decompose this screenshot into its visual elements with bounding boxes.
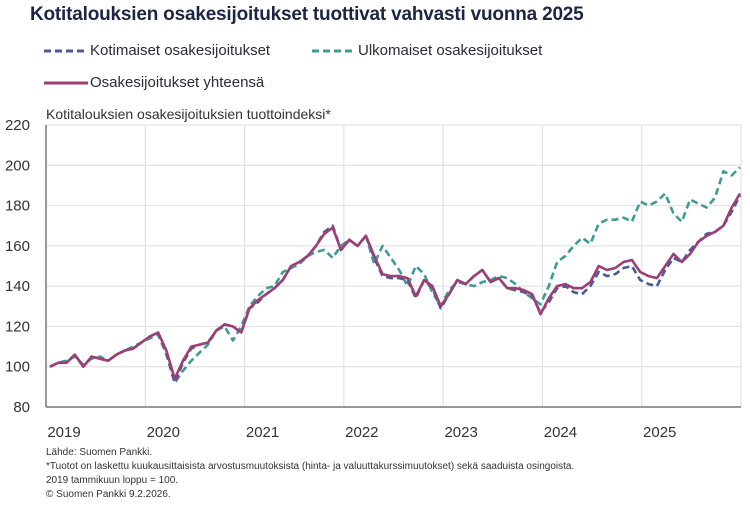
y-tick-label: 200 <box>5 157 30 174</box>
dashed-line-swatch-icon <box>44 49 88 52</box>
series-line-ulkomaiset-osakesijoitukset <box>49 166 741 385</box>
y-tick-label: 160 <box>5 238 30 255</box>
x-tick-label: 2023 <box>444 424 477 441</box>
dashed-line-swatch-icon <box>312 49 356 52</box>
copyright-note: © Suomen Pankki 9.2.2026. <box>46 489 171 500</box>
series-line-kotimaiset-osakesijoitukset <box>49 194 742 385</box>
y-axis-title: Kotitalouksien osakesijoituksien tuottoi… <box>46 106 331 122</box>
x-tick-label: 2022 <box>345 424 378 441</box>
y-tick-label: 80 <box>13 399 30 416</box>
y-tick-label: 120 <box>5 318 30 335</box>
legend-item-foreign: Ulkomaiset osakesijoitukset <box>312 42 542 59</box>
x-tick-label: 2025 <box>643 424 676 441</box>
legend-item-total: Osakesijoitukset yhteensä <box>44 74 264 91</box>
x-tick-label: 2024 <box>544 424 577 441</box>
chart-title: Kotitalouksien osakesijoitukset tuottiva… <box>30 4 584 25</box>
y-tick-label: 220 <box>5 117 30 134</box>
source-note: Lähde: Suomen Pankki. <box>46 447 153 458</box>
series-line-osakesijoitukset-yhteensä <box>49 192 742 381</box>
chart-notes: Lähde: Suomen Pankki. *Tuotot on laskett… <box>46 446 574 502</box>
y-tick-label: 180 <box>5 198 30 215</box>
y-tick-label: 100 <box>5 359 30 376</box>
legend-label: Osakesijoitukset yhteensä <box>90 74 265 91</box>
legend-label: Kotimaiset osakesijoitukset <box>90 42 271 59</box>
x-tick-label: 2019 <box>47 424 80 441</box>
footnote: *Tuotot on laskettu kuukausittaisista ar… <box>46 461 575 472</box>
x-tick-label: 2020 <box>147 424 180 441</box>
x-tick-label: 2021 <box>246 424 279 441</box>
y-tick-label: 140 <box>5 278 30 295</box>
legend-label: Ulkomaiset osakesijoitukset <box>358 42 543 59</box>
legend-item-domestic: Kotimaiset osakesijoitukset <box>44 42 270 59</box>
base-note: 2019 tammikuun loppu = 100. <box>46 475 179 486</box>
solid-line-swatch-icon <box>44 81 88 84</box>
